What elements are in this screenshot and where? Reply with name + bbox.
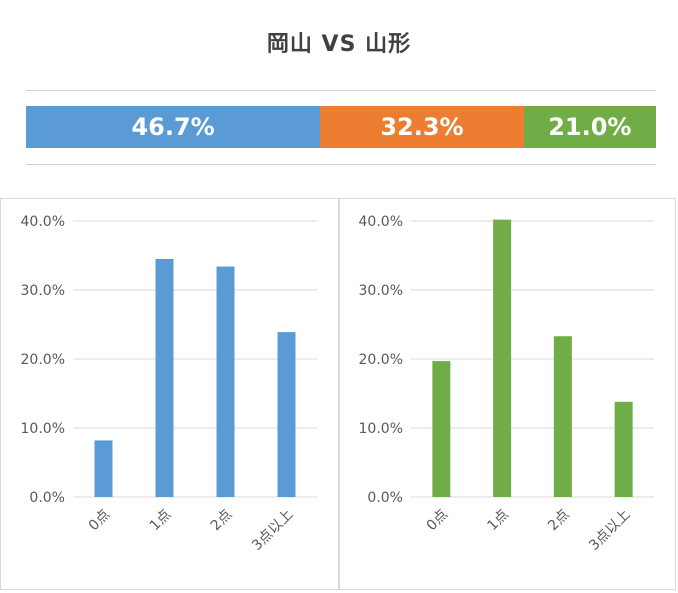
away-win-segment: 21.0% (523, 106, 656, 148)
x-tick-label: 3点以上 (249, 507, 296, 554)
y-tick-label: 30.0% (21, 283, 65, 299)
y-tick-label: 0.0% (29, 490, 65, 506)
home-win-segment: 46.7% (26, 106, 321, 148)
x-tick-label: 1点 (147, 507, 175, 535)
draw-segment: 32.3% (320, 106, 524, 148)
y-tick-label: 10.0% (359, 421, 403, 437)
left-chart-panel: 0.0% 10.0% 20.0% 30.0% 40.0% 0点 1点 2点 3点以上 (0, 198, 339, 590)
top-divider (26, 90, 656, 91)
bar (277, 332, 296, 497)
x-tick-label: 2点 (545, 507, 573, 535)
y-tick-label: 20.0% (359, 352, 403, 368)
x-tick-label: 0点 (424, 507, 452, 535)
away-score-chart: 0.0% 10.0% 20.0% 30.0% 40.0% 0点 1点 2点 3点以上 (359, 214, 654, 554)
y-tick-label: 10.0% (21, 421, 65, 437)
bar (432, 361, 451, 497)
bar (553, 336, 572, 497)
bar (493, 219, 512, 497)
x-tick-label: 2点 (208, 507, 236, 535)
bar (155, 258, 174, 497)
bar (216, 266, 235, 497)
bar (614, 401, 633, 497)
bottom-divider (26, 164, 656, 165)
y-tick-label: 40.0% (21, 214, 65, 230)
y-tick-label: 20.0% (21, 352, 65, 368)
y-tick-label: 40.0% (359, 214, 403, 230)
bar (94, 440, 113, 497)
x-tick-label: 3点以上 (586, 507, 633, 554)
x-tick-label: 1点 (484, 507, 512, 535)
win-draw-loss-bar: 46.7% 32.3% 21.0% (26, 106, 656, 148)
page-title: 岡山 VS 山形 (266, 32, 412, 57)
home-score-chart: 0.0% 10.0% 20.0% 30.0% 40.0% 0点 1点 2点 3点以上 (21, 214, 317, 554)
y-tick-label: 30.0% (359, 283, 403, 299)
x-tick-label: 0点 (86, 507, 114, 535)
y-tick-label: 0.0% (367, 490, 403, 506)
right-chart-panel: 0.0% 10.0% 20.0% 30.0% 40.0% 0点 1点 2点 3点以上 (339, 198, 676, 590)
